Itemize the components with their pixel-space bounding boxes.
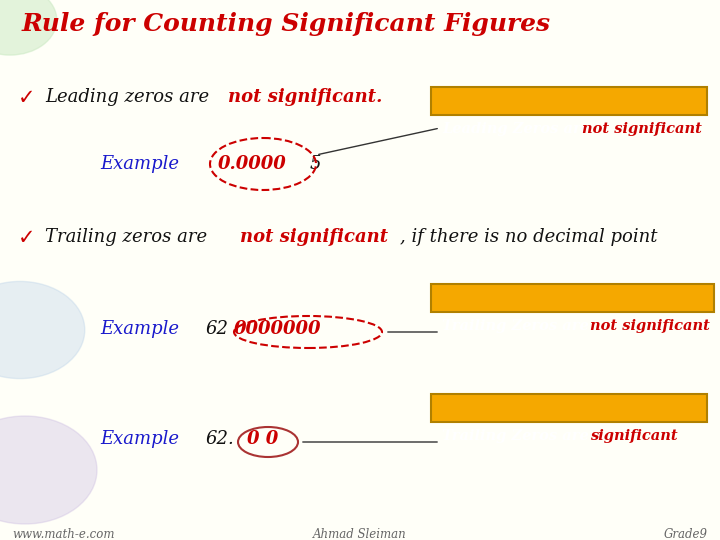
Text: 62: 62 bbox=[205, 320, 228, 338]
Text: 0000000: 0000000 bbox=[234, 320, 322, 338]
Text: Trailing Zeros are: Trailing Zeros are bbox=[442, 319, 594, 333]
Text: 0.0000: 0.0000 bbox=[218, 155, 287, 173]
Text: significant: significant bbox=[590, 429, 678, 443]
FancyBboxPatch shape bbox=[431, 394, 706, 422]
Text: Trailing Zeros are: Trailing Zeros are bbox=[442, 429, 594, 443]
Circle shape bbox=[0, 0, 57, 55]
Text: not significant: not significant bbox=[582, 122, 702, 136]
Circle shape bbox=[0, 416, 97, 524]
Text: Leading Zeros are: Leading Zeros are bbox=[442, 122, 595, 136]
Text: 5: 5 bbox=[310, 155, 322, 173]
Text: Example: Example bbox=[100, 430, 179, 448]
Text: Rule for Counting Significant Figures: Rule for Counting Significant Figures bbox=[22, 12, 551, 36]
Circle shape bbox=[0, 281, 85, 379]
Text: Ahmad Sleiman: Ahmad Sleiman bbox=[313, 528, 407, 540]
Text: ✓: ✓ bbox=[18, 88, 35, 108]
FancyBboxPatch shape bbox=[431, 284, 714, 312]
Text: not significant.: not significant. bbox=[228, 88, 382, 106]
FancyBboxPatch shape bbox=[431, 87, 706, 116]
Text: Example: Example bbox=[100, 155, 179, 173]
Text: 0 0: 0 0 bbox=[247, 430, 278, 448]
Text: Example: Example bbox=[100, 320, 179, 338]
Text: Trailing zeros are: Trailing zeros are bbox=[45, 228, 213, 246]
Text: Grade9: Grade9 bbox=[664, 528, 708, 540]
Text: ✓: ✓ bbox=[18, 228, 35, 248]
Text: 62.: 62. bbox=[205, 430, 234, 448]
Text: not significant: not significant bbox=[240, 228, 388, 246]
Text: Leading zeros are: Leading zeros are bbox=[45, 88, 215, 106]
Text: , if there is no decimal point: , if there is no decimal point bbox=[400, 228, 657, 246]
Text: not significant: not significant bbox=[590, 319, 710, 333]
Text: www.math-e.com: www.math-e.com bbox=[12, 528, 114, 540]
